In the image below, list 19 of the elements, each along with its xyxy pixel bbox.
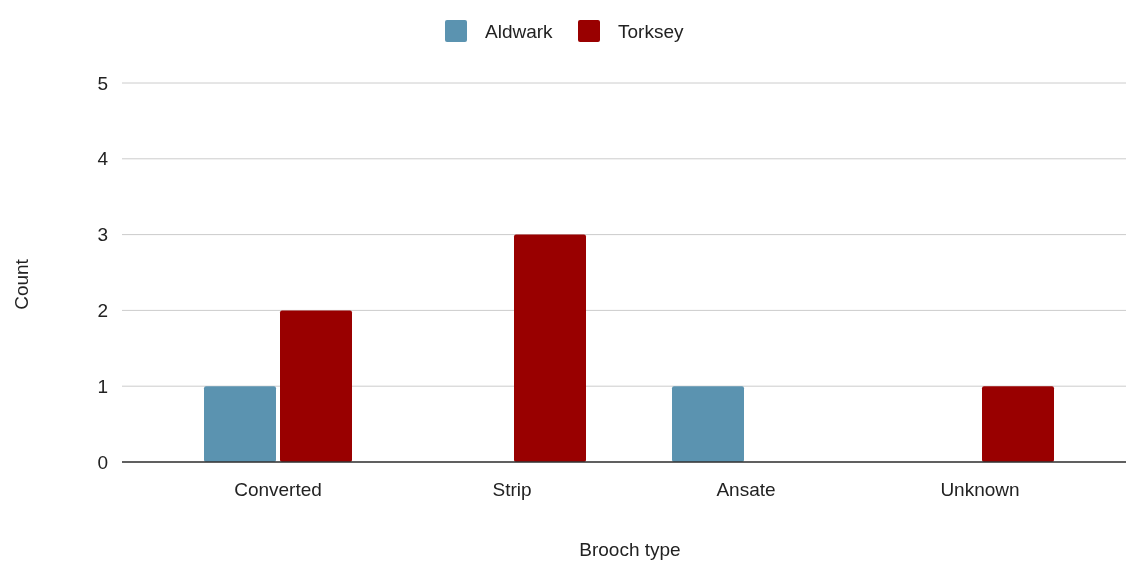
y-tick-label: 2	[97, 300, 108, 322]
bar	[514, 234, 586, 462]
y-tick-label: 0	[97, 451, 108, 473]
x-tick-label: Strip	[492, 479, 532, 500]
x-axis-title: Brooch type	[579, 539, 681, 560]
bar	[204, 386, 276, 462]
bar	[280, 310, 352, 462]
x-tick-label: Unknown	[940, 479, 1020, 500]
bar	[672, 386, 744, 462]
y-tick-label: 1	[97, 375, 108, 397]
x-tick-label: Converted	[234, 479, 322, 500]
legend-label: Torksey	[618, 20, 684, 42]
y-tick-label: 4	[97, 148, 109, 170]
bar	[982, 386, 1054, 462]
x-tick-label: Ansate	[716, 479, 776, 500]
y-tick-label: 5	[97, 72, 108, 94]
legend-label: Aldwark	[485, 20, 554, 42]
y-axis-title: Count	[11, 258, 32, 310]
y-tick-label: 3	[97, 224, 108, 246]
